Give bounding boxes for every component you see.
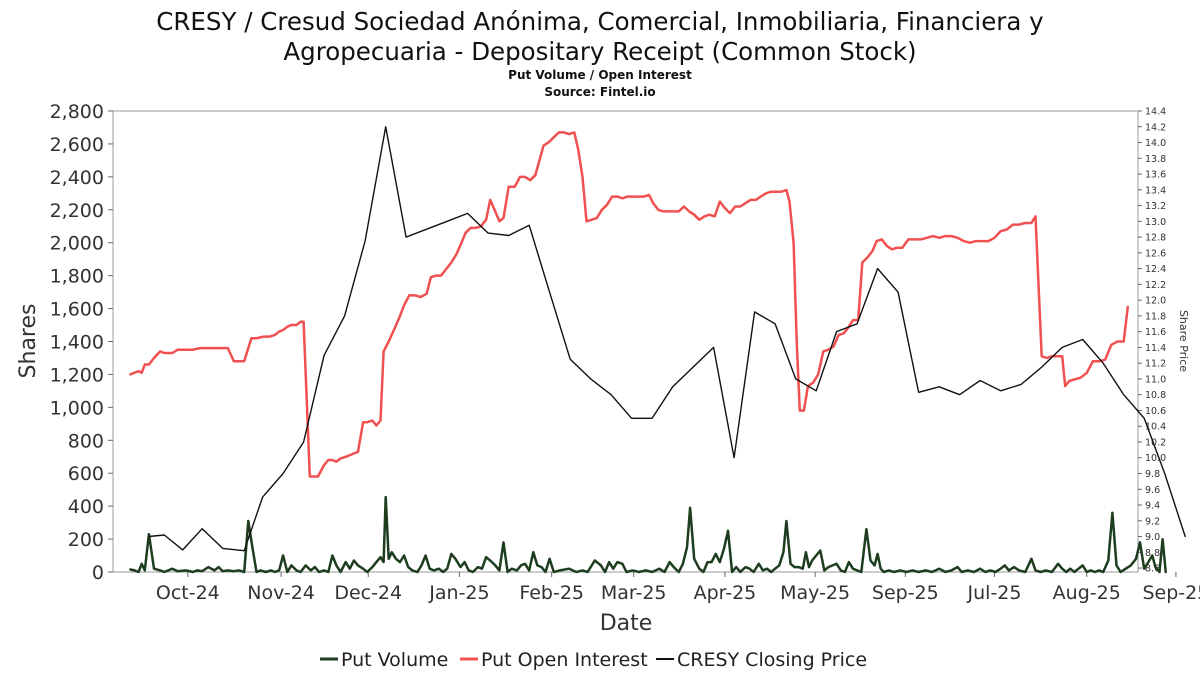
x-tick-label: Dec-24	[334, 582, 402, 604]
series-layer	[129, 126, 1186, 574]
y2-tick-label: 11.4	[1145, 343, 1166, 354]
y-tick-label: 1,200	[50, 364, 104, 386]
y2-tick-label: 8.8	[1145, 548, 1160, 559]
legend-label: Put Open Interest	[481, 649, 648, 671]
y2-axis-label: Share Price	[1177, 310, 1190, 372]
y2-tick-label: 13.2	[1145, 201, 1166, 212]
y-axis-right: 8.6 8.8 9.0 9.2 9.4 9.6 9.8 10.0 10.2 10.4 10.6 10.…	[1138, 107, 1166, 575]
y2-tick-label: 11.0	[1145, 374, 1166, 385]
y-tick-label: 2,000	[50, 233, 104, 255]
y2-tick-label: 13.6	[1145, 170, 1166, 181]
y2-tick-label: 9.8	[1145, 469, 1160, 480]
y-tick-label: 200	[68, 529, 104, 551]
chart-source: Source: Fintel.io	[544, 85, 655, 99]
y-axis-left: 0 200 400 600 800 1,000 1,200 1,400 1,600 1,800 2,…	[50, 101, 113, 584]
y-tick-label: 2,600	[50, 134, 104, 156]
y2-tick-label: 9.4	[1145, 501, 1160, 512]
x-tick-label: Feb-25	[519, 582, 584, 604]
y2-tick-label: 13.4	[1145, 185, 1166, 196]
y-tick-label: 1,400	[50, 332, 104, 354]
y-tick-label: 1,600	[50, 299, 104, 321]
y2-tick-label: 12.8	[1145, 233, 1166, 244]
y-tick-label: 1,800	[50, 266, 104, 288]
x-tick-label: Mar-25	[601, 582, 667, 604]
series-line-put-volume	[129, 495, 1167, 574]
y2-tick-label: 9.0	[1145, 532, 1160, 543]
x-tick-label: May-25	[780, 582, 850, 604]
y2-tick-label: 13.8	[1145, 154, 1166, 165]
chart-title-line1: CRESY / Cresud Sociedad Anónima, Comerci…	[156, 7, 1043, 36]
y-tick-label: 800	[68, 430, 104, 452]
y2-tick-label: 9.6	[1145, 485, 1160, 496]
y2-tick-label: 12.6	[1145, 248, 1166, 259]
series-line-cresy-closing-price	[148, 126, 1186, 552]
y-tick-label: 1,000	[50, 397, 104, 419]
y-tick-label: 2,400	[50, 167, 104, 189]
y2-tick-label: 13.0	[1145, 217, 1166, 228]
y2-tick-label: 9.2	[1145, 516, 1160, 527]
y-tick-label: 600	[68, 463, 104, 485]
y2-tick-label: 10.4	[1145, 422, 1166, 433]
y2-tick-label: 12.4	[1145, 264, 1166, 275]
x-tick-label: Jan-25	[428, 582, 489, 604]
y2-tick-label: 10.2	[1145, 437, 1166, 448]
chart-title-line2: Agropecuaria - Depositary Receipt (Commo…	[283, 37, 916, 66]
y2-tick-label: 11.6	[1145, 327, 1166, 338]
x-tick-label: Sep-25	[1143, 582, 1200, 604]
y2-tick-label: 11.8	[1145, 311, 1166, 322]
y2-tick-label: 10.8	[1145, 390, 1166, 401]
x-tick-label: Jul-25	[967, 582, 1022, 604]
y2-tick-label: 8.6	[1145, 564, 1160, 575]
y2-tick-label: 10.6	[1145, 406, 1166, 417]
y2-tick-label: 14.4	[1145, 107, 1166, 118]
y2-tick-label: 14.2	[1145, 122, 1166, 133]
x-tick-label: Aug-25	[1053, 582, 1121, 604]
y-axis-label: Shares	[16, 304, 41, 379]
legend-label: CRESY Closing Price	[677, 649, 867, 671]
y-tick-label: 0	[92, 562, 104, 584]
y-tick-label: 400	[68, 496, 104, 518]
y2-tick-label: 14.0	[1145, 138, 1166, 149]
y2-tick-label: 12.0	[1145, 296, 1166, 307]
plot-area	[112, 110, 1139, 573]
y-tick-label: 2,200	[50, 200, 104, 222]
chart-subtitle: Put Volume / Open Interest	[508, 68, 692, 82]
x-tick-label: Sep-25	[872, 582, 939, 604]
x-tick-label: Oct-24	[156, 582, 220, 604]
legend: Put Volume Put Open Interest CRESY Closing…	[320, 649, 867, 671]
series-line-put-open-interest	[129, 131, 1130, 478]
y-tick-label: 2,800	[50, 101, 104, 123]
x-tick-label: Nov-24	[247, 582, 315, 604]
y2-tick-label: 12.2	[1145, 280, 1166, 291]
x-axis-label: Date	[600, 611, 653, 636]
y2-tick-label: 10.0	[1145, 453, 1166, 464]
x-tick-label: Apr-25	[694, 582, 757, 604]
y2-tick-label: 11.2	[1145, 359, 1166, 370]
x-axis: Oct-24 Nov-24 Dec-24 Jan-25 Feb-25 Mar-25 Apr-…	[156, 572, 1200, 604]
legend-label: Put Volume	[341, 649, 448, 671]
